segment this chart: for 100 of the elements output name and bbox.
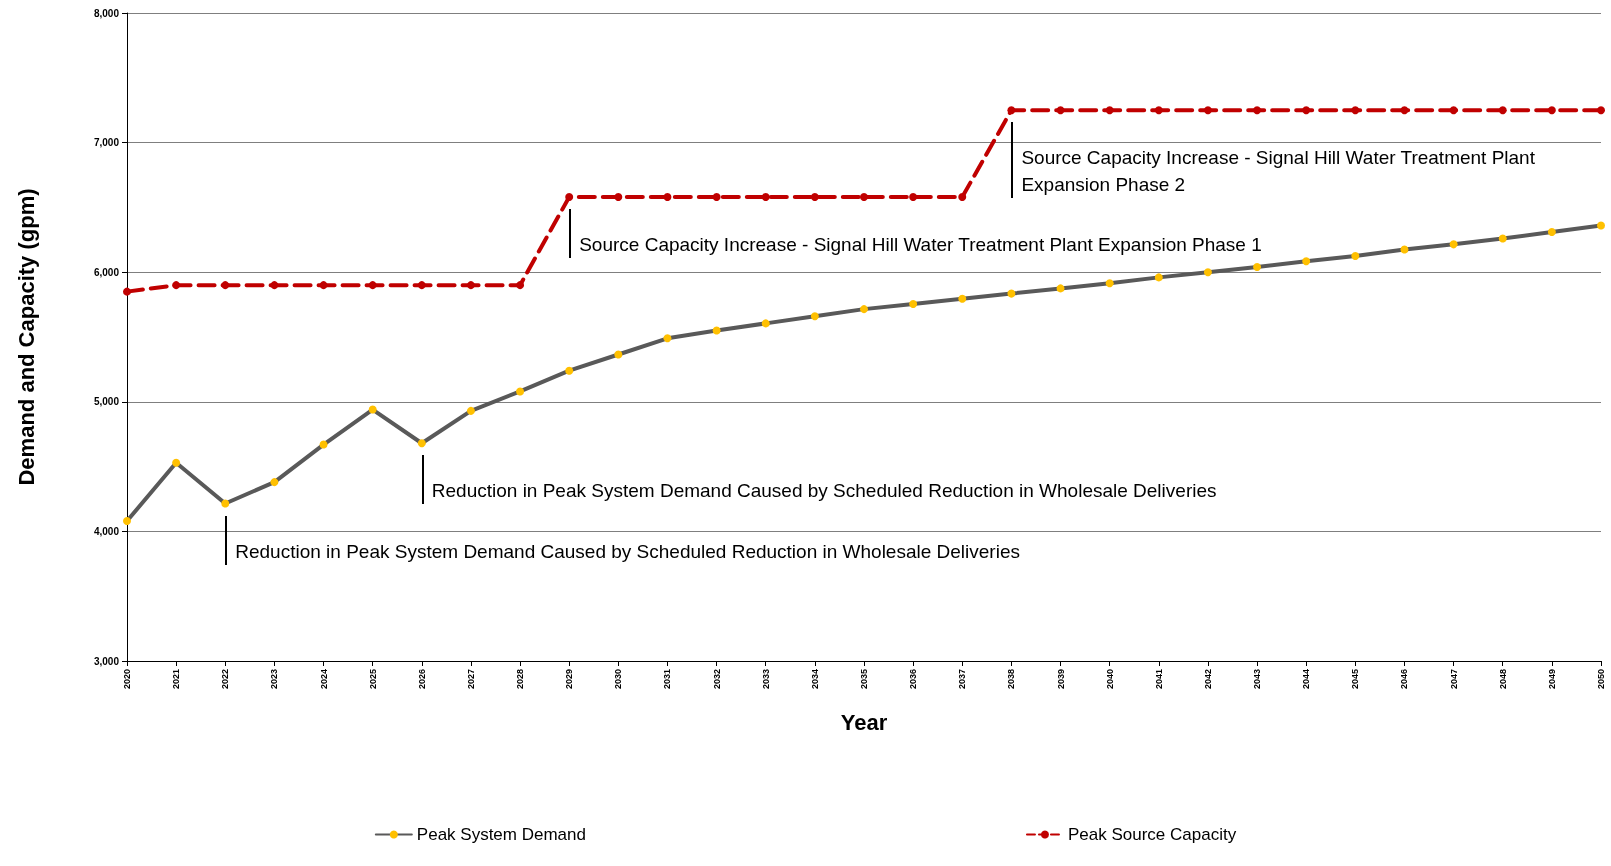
point (466, 406, 475, 415)
point (712, 326, 721, 335)
x-tick-label: 2032 (711, 669, 722, 690)
point (1400, 106, 1409, 115)
point (516, 281, 525, 290)
y-tick-label: 7,000 (93, 137, 120, 149)
point (909, 299, 918, 308)
y-tick-label: 3,000 (93, 655, 120, 667)
x-tick-label: 2020 (122, 669, 132, 690)
point (1597, 106, 1605, 115)
x-tick-label: 2046 (1399, 669, 1410, 690)
x-tick-label: 2042 (1202, 669, 1213, 690)
x-tick-label: 2028 (515, 669, 526, 690)
point (1498, 106, 1507, 115)
x-tick-label: 2026 (416, 669, 427, 690)
x-tick-label: 2049 (1546, 669, 1557, 690)
point (761, 193, 770, 202)
x-tick-label: 2033 (760, 669, 771, 690)
point (1253, 263, 1262, 272)
point (810, 312, 819, 321)
point (565, 193, 574, 202)
point (614, 193, 623, 202)
point (1154, 106, 1163, 115)
point (417, 439, 426, 448)
x-tick-label: 2023 (269, 669, 280, 690)
point (1105, 106, 1114, 115)
point (1105, 279, 1114, 288)
point (958, 294, 967, 303)
x-tick-label: 2039 (1055, 669, 1066, 690)
point (1302, 106, 1311, 115)
x-tick-label: 2044 (1301, 669, 1312, 690)
point (1203, 106, 1212, 115)
point (761, 319, 770, 328)
point (1400, 245, 1409, 254)
annotation: Reduction in Peak System Demand Caused by Scheduled Reduction in Wholesale Deliveries (421, 455, 1217, 505)
point (712, 193, 721, 202)
x-tick-label: 2041 (1153, 669, 1164, 690)
x-tick-label: 2036 (908, 669, 919, 690)
x-tick-label: 2045 (1350, 669, 1361, 690)
point (417, 281, 426, 290)
point (1056, 106, 1065, 115)
point (958, 193, 967, 202)
point (663, 193, 672, 202)
point (1547, 106, 1556, 115)
x-tick-label: 2021 (171, 669, 182, 690)
point (1203, 268, 1212, 277)
point (1597, 221, 1605, 230)
x-tick-label: 2048 (1497, 669, 1508, 690)
point (270, 281, 279, 290)
point (614, 350, 623, 359)
point (368, 281, 377, 290)
x-tick-label: 2024 (318, 669, 329, 690)
y-tick-label: 5,000 (93, 396, 120, 408)
legend-label: Peak System Demand (416, 825, 586, 844)
point (1154, 273, 1163, 282)
x-axis-title: Year (840, 709, 888, 735)
point (1449, 106, 1458, 115)
point (565, 366, 574, 375)
point (516, 387, 525, 396)
point (172, 281, 181, 290)
y-axis-title: Demand and Capacity (gpm) (13, 188, 39, 486)
x-tick-label: 2047 (1448, 669, 1459, 690)
x-tick-label: 2040 (1104, 669, 1115, 690)
point (270, 478, 279, 487)
point (1056, 284, 1065, 293)
x-tick-label: 2027 (465, 669, 476, 690)
point (1351, 252, 1360, 260)
point (860, 193, 868, 202)
point (1351, 106, 1360, 115)
point (319, 281, 328, 290)
x-tick-label: 2022 (220, 669, 231, 690)
point (1449, 240, 1458, 249)
point (123, 517, 131, 526)
point (221, 499, 230, 508)
point (1498, 234, 1507, 243)
x-tick-label: 2038 (1006, 669, 1017, 690)
point (663, 334, 672, 343)
x-tick-label: 2050 (1596, 669, 1606, 690)
annotation: Source Capacity Increase - Signal Hill Water Treatment Plant Expansion Phase 1 (569, 209, 1262, 259)
point (909, 193, 918, 202)
legend-label: Peak Source Capacity (1067, 825, 1237, 844)
x-tick-label: 2037 (957, 669, 968, 690)
point (319, 440, 328, 449)
annotation: Reduction in Peak System Demand Caused by Scheduled Reduction in Wholesale Deliveries (225, 515, 1020, 565)
point (1547, 228, 1556, 237)
y-tick-label: 6,000 (93, 266, 120, 278)
point (123, 287, 131, 296)
x-tick-label: 2034 (809, 669, 820, 690)
point (810, 193, 819, 202)
point (860, 305, 868, 314)
x-tick-label: 2031 (662, 669, 673, 690)
x-tick-label: 2043 (1252, 669, 1263, 690)
point (1007, 106, 1016, 115)
x-tick-label: 2030 (613, 669, 624, 690)
y-tick-label: 4,000 (93, 525, 120, 537)
point (1253, 106, 1262, 115)
x-tick-label: 2025 (367, 669, 378, 690)
point (172, 458, 181, 467)
y-tick-label: 8,000 (93, 7, 120, 19)
x-tick-label: 2029 (564, 669, 575, 690)
